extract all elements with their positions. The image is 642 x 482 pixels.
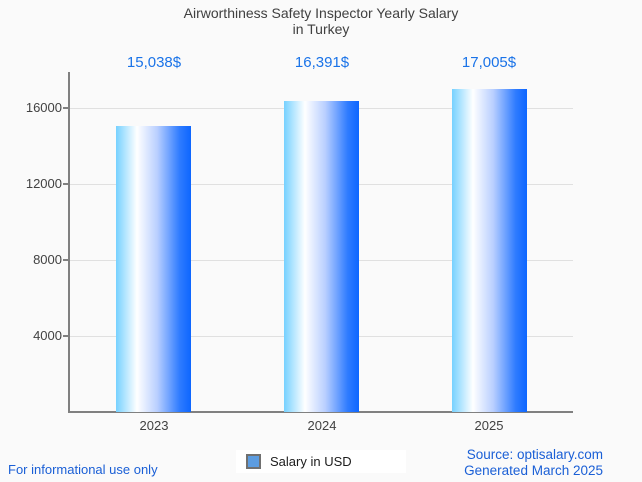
chart-title-line2: in Turkey [292, 21, 350, 37]
footer-source-block: Source: optisalary.com Generated March 2… [464, 447, 603, 478]
disclaimer-text: For informational use only [8, 462, 158, 477]
y-axis-tick-4000 [63, 335, 70, 337]
bar-2023 [116, 126, 191, 412]
source-link[interactable]: Source: optisalary.com [466, 447, 603, 462]
y-axis-tick-label-12000: 12000 [25, 176, 62, 191]
bar-2024 [284, 101, 359, 412]
bar-2025 [452, 89, 527, 412]
y-axis-tick-label-16000: 16000 [25, 100, 62, 115]
x-axis-label-2024: 2024 [307, 418, 337, 433]
legend-square-icon [246, 454, 261, 469]
legend-entry-salary-in-usd: Salary in USD [236, 450, 406, 473]
chart-title: Airworthiness Safety Inspector Yearly Sa… [0, 5, 642, 37]
bar-value-label-2023: 15,038$ [126, 54, 182, 71]
x-axis-label-2025: 2025 [474, 418, 504, 433]
y-axis-tick-16000 [63, 107, 70, 109]
legend-label: Salary in USD [270, 454, 352, 469]
y-axis-tick-8000 [63, 259, 70, 261]
y-axis-tick-12000 [63, 183, 70, 185]
y-axis-tick-label-8000: 8000 [33, 252, 62, 267]
y-axis-line [68, 72, 70, 413]
y-axis-tick-label-4000: 4000 [33, 328, 62, 343]
chart-title-line1: Airworthiness Safety Inspector Yearly Sa… [183, 5, 459, 21]
x-axis-line [68, 411, 573, 413]
x-axis-label-2023: 2023 [139, 418, 169, 433]
bar-value-label-2024: 16,391$ [294, 54, 350, 71]
bar-value-label-2025: 17,005$ [461, 54, 517, 71]
legend: Salary in USD [0, 450, 642, 473]
generated-date: Generated March 2025 [464, 462, 603, 478]
